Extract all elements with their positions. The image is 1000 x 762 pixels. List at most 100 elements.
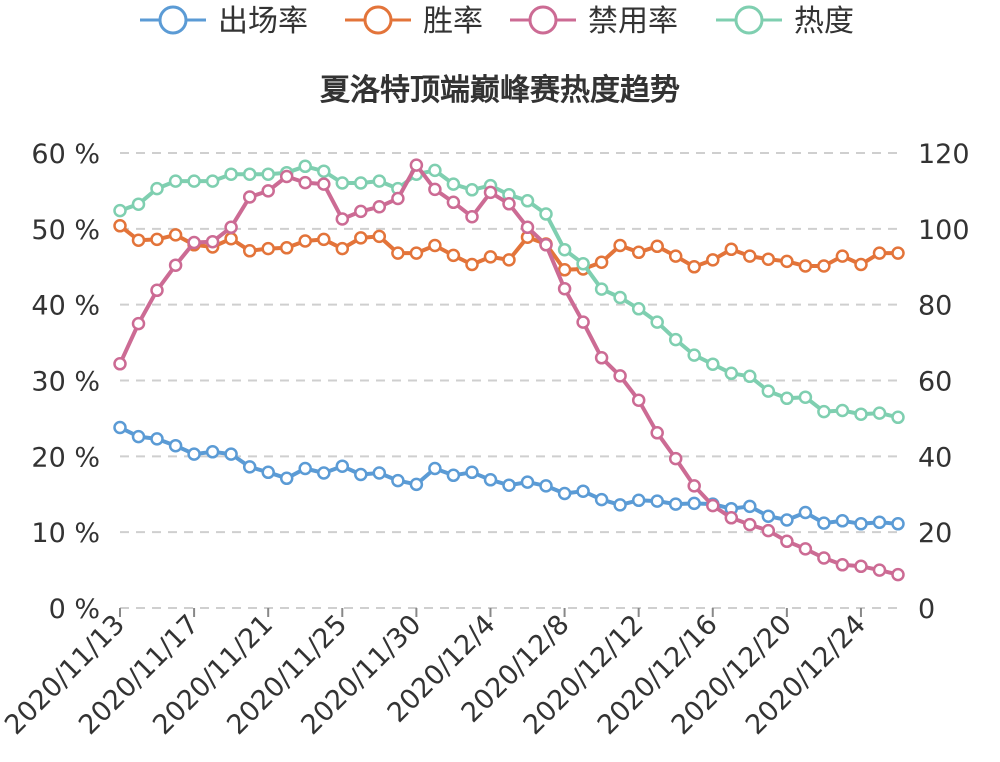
legend-item[interactable]: 禁用率 (510, 4, 678, 39)
data-point (835, 558, 850, 572)
y-left-tick-label: 10 % (31, 518, 100, 549)
data-point (242, 190, 257, 204)
data-point (631, 493, 646, 508)
data-point (224, 447, 238, 461)
data-point (520, 220, 535, 235)
data-point (465, 183, 479, 197)
data-point (354, 231, 368, 245)
data-point (594, 492, 609, 507)
data-point (687, 348, 701, 362)
data-point (780, 513, 794, 527)
chart-title: 夏洛特顶端巅峰赛热度趋势 (320, 73, 680, 108)
legend-marker-icon (734, 5, 764, 35)
data-point (613, 290, 627, 305)
data-point (817, 516, 831, 530)
data-point (113, 357, 127, 371)
data-point (761, 509, 776, 523)
data-point (761, 384, 776, 398)
legend-item[interactable]: 胜率 (345, 4, 483, 39)
data-point (613, 238, 627, 253)
data-point (835, 403, 850, 418)
data-point (261, 167, 275, 181)
series-layer (113, 158, 905, 582)
data-point (150, 283, 164, 298)
data-point (391, 191, 405, 206)
legend-marker-icon (528, 5, 558, 35)
data-point (131, 197, 146, 211)
legend-item[interactable]: 出场率 (140, 4, 308, 39)
data-point (594, 255, 609, 269)
data-point (539, 479, 553, 493)
series-line (119, 425, 899, 526)
data-point (835, 514, 850, 528)
data-point (224, 220, 238, 235)
y-right-tick-label: 100 (918, 215, 970, 246)
data-point (113, 203, 127, 218)
data-point (520, 194, 535, 208)
data-point (650, 494, 664, 508)
data-point (520, 475, 535, 489)
data-point (502, 253, 516, 267)
data-point (428, 238, 442, 253)
data-point (261, 184, 275, 198)
legend-item[interactable]: 热度 (716, 4, 854, 39)
data-point (502, 478, 516, 492)
legend-marker-icon (363, 5, 393, 35)
data-point (279, 169, 294, 184)
data-point (798, 390, 813, 404)
data-point (539, 238, 553, 252)
data-point (354, 467, 368, 482)
data-point (743, 369, 757, 384)
data-point (854, 257, 868, 272)
data-point (557, 263, 572, 277)
data-point (168, 174, 183, 188)
data-point (465, 257, 479, 272)
data-point (354, 176, 368, 190)
data-point (872, 563, 887, 577)
data-point (613, 498, 627, 512)
data-point (298, 461, 312, 476)
y-left-tick-label: 30 % (31, 367, 100, 398)
data-point (687, 496, 701, 511)
data-point (743, 517, 757, 532)
legend-label: 出场率 (218, 4, 308, 39)
data-point (854, 559, 868, 574)
data-point (317, 232, 331, 247)
data-point (650, 315, 664, 329)
data-point (205, 234, 220, 249)
data-point (872, 515, 887, 530)
data-point (724, 242, 739, 257)
data-point (724, 366, 739, 381)
data-point (817, 259, 831, 273)
data-point (446, 177, 461, 191)
y-right-tick-label: 40 (918, 442, 952, 473)
data-point (372, 466, 387, 480)
data-point (298, 175, 312, 190)
data-point (724, 511, 739, 525)
y-left-tick-label: 40 % (31, 291, 100, 322)
data-point (687, 260, 701, 274)
data-point (798, 542, 813, 556)
data-point (854, 517, 868, 531)
series-禁用率 (113, 158, 905, 582)
data-point (279, 471, 294, 486)
data-point (891, 246, 905, 260)
data-point (261, 241, 275, 256)
data-point (817, 551, 831, 565)
data-point (631, 245, 646, 260)
data-point (150, 232, 164, 247)
data-point (205, 174, 220, 188)
data-point (317, 177, 331, 191)
data-point (279, 241, 294, 255)
data-point (631, 393, 646, 407)
data-point (891, 410, 905, 425)
data-point (446, 248, 461, 263)
data-point (335, 459, 350, 473)
data-point (409, 158, 424, 172)
data-point (854, 407, 868, 421)
data-point (872, 406, 887, 420)
data-point (761, 523, 776, 538)
data-point (335, 241, 350, 256)
